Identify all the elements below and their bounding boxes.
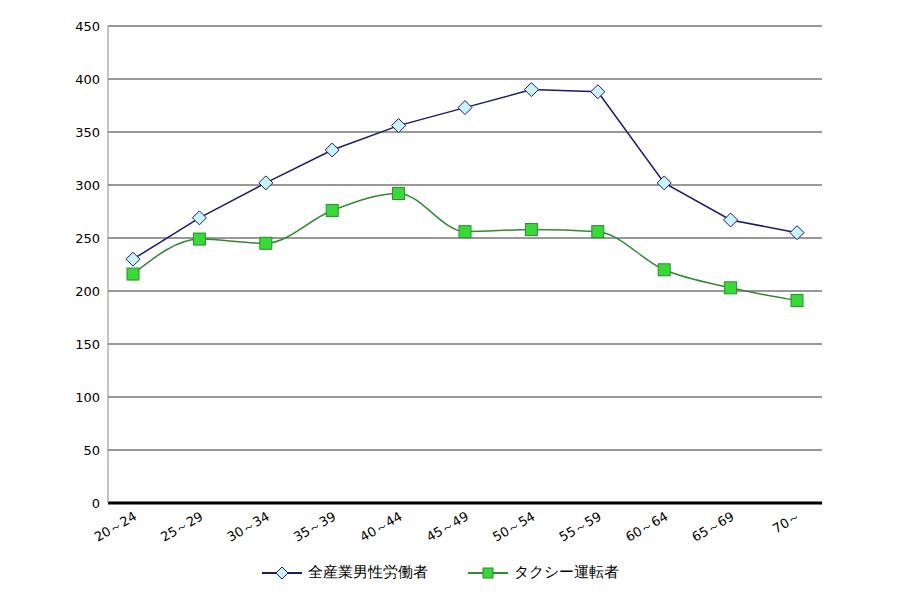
svg-text:100: 100 [75, 390, 100, 405]
svg-text:20～24: 20～24 [92, 509, 139, 545]
svg-text:30～34: 30～34 [224, 509, 271, 545]
svg-text:450: 450 [75, 19, 100, 34]
svg-text:55～59: 55～59 [556, 509, 603, 545]
svg-text:25～29: 25～29 [158, 509, 205, 545]
svg-text:400: 400 [75, 72, 100, 87]
svg-text:350: 350 [75, 125, 100, 140]
svg-text:250: 250 [75, 231, 100, 246]
svg-text:150: 150 [75, 337, 100, 352]
html-text:タクシー運転者: タクシー運転者 [513, 563, 619, 581]
svg-text:70～: 70～ [770, 509, 803, 537]
svg-text:45～49: 45～49 [424, 509, 471, 545]
svg-text:200: 200 [75, 284, 100, 299]
svg-text:35～39: 35～39 [291, 509, 338, 545]
svg-text:60～64: 60～64 [623, 509, 670, 545]
svg-text:300: 300 [75, 178, 100, 193]
svg-text:50～54: 50～54 [490, 509, 537, 545]
svg-text:0: 0 [92, 496, 100, 511]
svg-text:40～44: 40～44 [357, 509, 404, 545]
svg-text:65～69: 65～69 [689, 509, 736, 545]
svg-text:50: 50 [83, 443, 100, 458]
html-text:全産業男性労働者: 全産業男性労働者 [307, 563, 428, 581]
